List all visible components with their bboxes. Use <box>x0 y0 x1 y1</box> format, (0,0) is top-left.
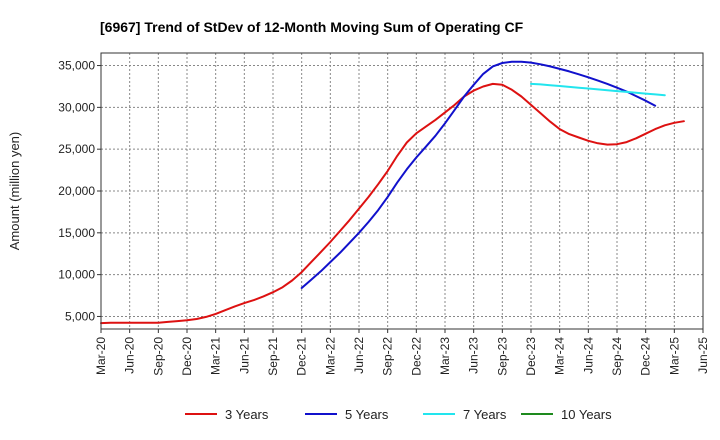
legend-label: 3 Years <box>225 407 269 422</box>
x-tick-label: Mar-25 <box>667 337 681 375</box>
legend: 3 Years 5 Years 7 Years 10 Years <box>185 407 612 422</box>
x-tick-label: Mar-22 <box>323 337 337 375</box>
x-tick-label: Sep-21 <box>266 337 280 376</box>
x-tick-label: Dec-21 <box>295 337 309 376</box>
x-tick-label: Sep-23 <box>495 337 509 376</box>
x-axis: Mar-20 Jun-20 Sep-20 Dec-20 Mar-21 Jun-21 Sep-… <box>94 329 710 376</box>
x-tick-label: Jun-23 <box>467 337 481 374</box>
grid <box>101 53 703 329</box>
x-tick-label: Mar-21 <box>209 337 223 375</box>
series-lines <box>100 60 685 325</box>
y-axis-label: Amount (million yen) <box>7 132 22 251</box>
legend-label: 10 Years <box>561 407 612 422</box>
x-tick-label: Sep-20 <box>151 337 165 376</box>
x-tick-label: Dec-22 <box>409 337 423 376</box>
x-tick-label: Dec-23 <box>524 337 538 376</box>
legend-label: 5 Years <box>345 407 389 422</box>
x-tick-label: Dec-24 <box>639 337 653 376</box>
y-tick-label: 5,000 <box>65 309 95 323</box>
x-tick-label: Jun-21 <box>237 337 251 374</box>
x-tick-label: Sep-24 <box>610 337 624 376</box>
y-tick-label: 15,000 <box>58 226 95 240</box>
x-tick-label: Mar-20 <box>94 337 108 375</box>
series-line-3-years <box>100 82 685 325</box>
y-tick-label: 25,000 <box>58 142 95 156</box>
x-tick-label: Mar-23 <box>438 337 452 375</box>
y-tick-label: 20,000 <box>58 184 95 198</box>
chart-title: [6967] Trend of StDev of 12-Month Moving… <box>100 19 524 35</box>
x-tick-label: Dec-20 <box>180 337 194 376</box>
series-line-5-years <box>300 60 657 289</box>
x-tick-label: Mar-24 <box>553 337 567 375</box>
y-axis: 5,000 10,000 15,000 20,000 25,000 30,000 35,00… <box>58 59 101 323</box>
x-tick-label: Jun-25 <box>696 337 710 374</box>
x-tick-label: Jun-22 <box>352 337 366 374</box>
y-tick-label: 10,000 <box>58 268 95 282</box>
series-line-7-years <box>530 82 666 97</box>
x-tick-label: Jun-20 <box>123 337 137 374</box>
legend-label: 7 Years <box>463 407 507 422</box>
y-tick-label: 35,000 <box>58 59 95 73</box>
x-tick-label: Sep-22 <box>381 337 395 376</box>
x-tick-label: Jun-24 <box>581 337 595 374</box>
y-tick-label: 30,000 <box>58 100 95 114</box>
